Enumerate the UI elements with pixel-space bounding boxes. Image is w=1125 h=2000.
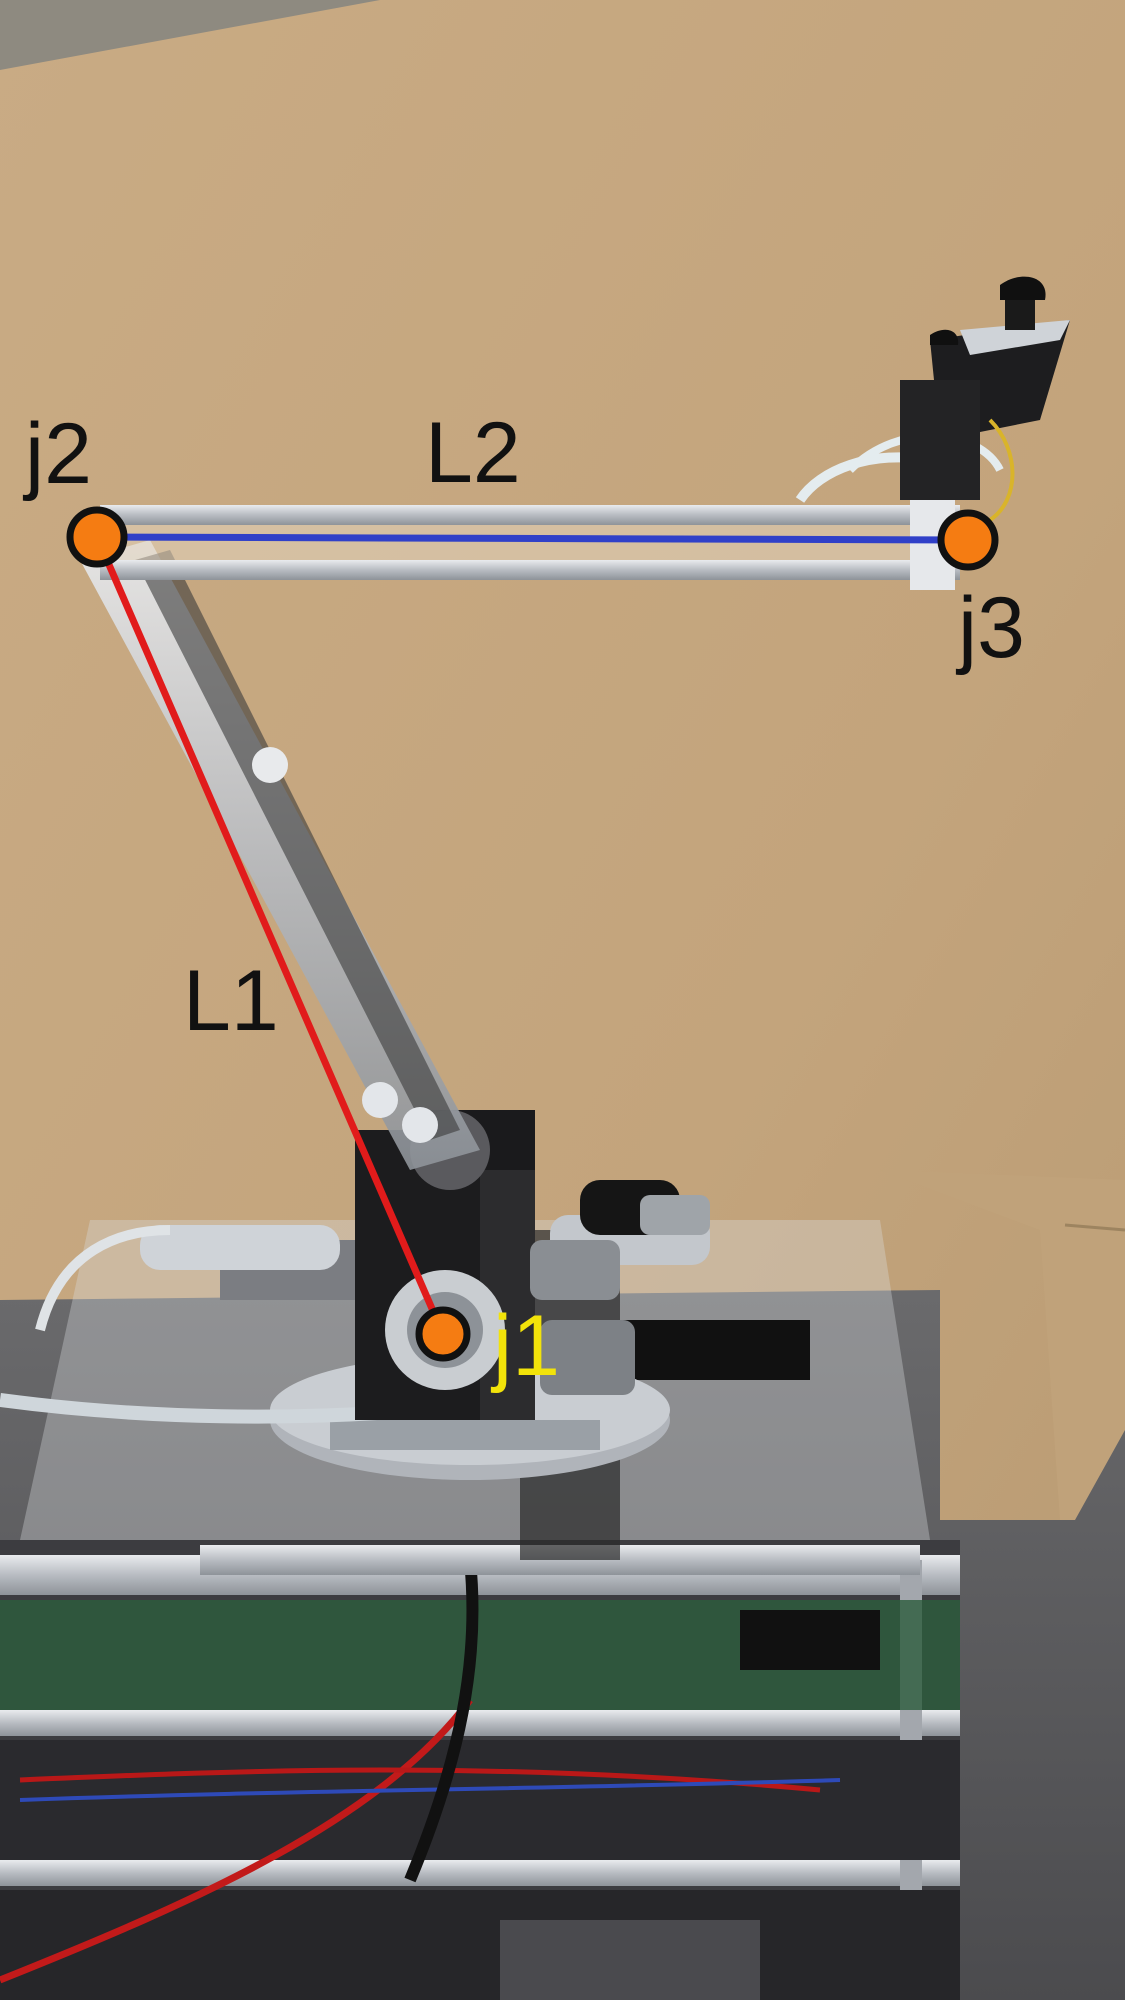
end-effector-gripper xyxy=(795,276,1070,522)
joint-j1-label: j1 xyxy=(490,1298,560,1394)
joint-j3-label: j3 xyxy=(955,580,1025,676)
joint-j2-marker xyxy=(66,506,128,568)
robot-base-cart xyxy=(0,1540,960,2000)
forearm-structure xyxy=(100,500,960,590)
link-L1-label: L1 xyxy=(183,953,279,1049)
link-L2-line xyxy=(93,533,972,544)
joint-j1-marker xyxy=(415,1306,471,1362)
kinematic-overlay: j1 j2 j3 L1 L2 xyxy=(22,405,1025,1394)
link-L1-line xyxy=(93,533,447,1338)
shoulder-housing xyxy=(355,1110,710,1420)
link-L2-label: L2 xyxy=(425,405,521,501)
joint-j3-marker xyxy=(937,509,999,571)
upper-arm-structure xyxy=(80,540,480,1170)
joint-j2-label: j2 xyxy=(22,406,92,502)
